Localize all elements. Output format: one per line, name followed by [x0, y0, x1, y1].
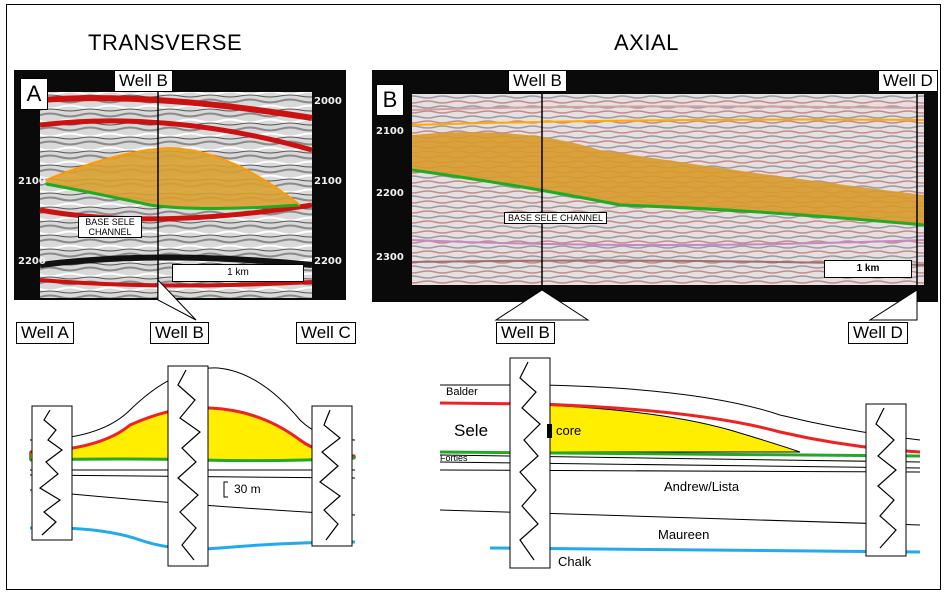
panel-a-scale-bar: 1 km: [172, 264, 304, 282]
heading-axial: AXIAL: [614, 30, 679, 55]
seismic-panel-b: [372, 70, 938, 321]
core-label: core: [556, 423, 582, 438]
transverse-well-a-label: Well A: [16, 322, 74, 344]
panel-b-tick-2: 2200: [376, 188, 404, 199]
panel-a-channel-label: BASE SELE CHANNEL: [78, 216, 142, 238]
formation-maureen: Maureen: [658, 527, 710, 542]
panel-b-channel-label: BASE SELE CHANNEL: [504, 212, 608, 224]
panel-a-tick-left-2: 2200: [18, 256, 46, 267]
axial-well-b-label: Well B: [496, 322, 555, 344]
panel-a-tick-left-1: 2100: [18, 176, 46, 187]
heading-transverse: TRANSVERSE: [88, 30, 243, 55]
formation-chalk: Chalk: [558, 554, 592, 569]
panel-a-well-label: Well B: [114, 70, 173, 92]
panel-b-scale-bar: 1 km: [824, 260, 912, 278]
panel-b-well-d-label: Well D: [878, 70, 938, 92]
transverse-section: [29, 365, 356, 567]
formation-balder: Balder: [446, 386, 478, 398]
panel-b-letter: B: [376, 84, 404, 116]
axial-well-d-label: Well D: [848, 322, 908, 344]
transverse-scale-label: 30 m: [234, 482, 261, 496]
axial-section: [439, 357, 921, 569]
panel-b-tick-1: 2100: [376, 126, 404, 137]
formation-forties: Forties: [440, 453, 468, 463]
panel-a-tick-right-2: 2100: [314, 176, 342, 187]
panel-a-letter: A: [20, 78, 48, 110]
formation-andrew-lista: Andrew/Lista: [664, 479, 740, 494]
figure-frame: [6, 4, 941, 590]
transverse-well-b-label: Well B: [150, 322, 209, 344]
panel-a-tick-right-1: 2000: [314, 96, 342, 107]
panel-b-tick-3: 2300: [376, 252, 404, 263]
formation-sele: Sele: [454, 421, 489, 440]
panel-b-well-b-label: Well B: [508, 70, 567, 92]
transverse-well-c-label: Well C: [296, 322, 356, 344]
seismic-panel-a: [14, 70, 346, 321]
panel-a-tick-right-3: 2200: [314, 256, 342, 267]
